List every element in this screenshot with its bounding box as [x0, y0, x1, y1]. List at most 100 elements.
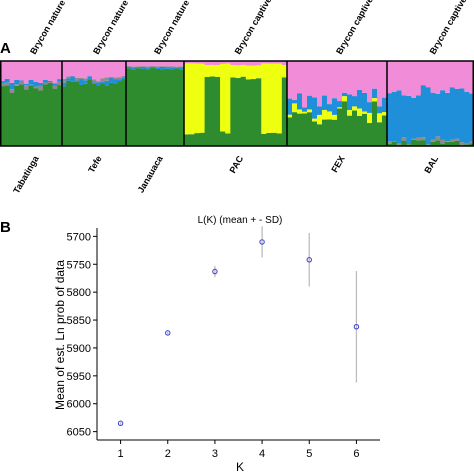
population-group — [62, 61, 127, 146]
admixture-bar-segment — [47, 81, 53, 83]
admixture-bar-segment — [70, 76, 76, 82]
population-group — [0, 61, 63, 146]
admixture-bar-segment — [108, 77, 114, 83]
admixture-bar-segment — [266, 132, 272, 146]
admixture-bar-segment — [174, 66, 180, 68]
admixture-bar-segment — [256, 78, 262, 146]
admixture-bar-segment — [179, 66, 185, 68]
admixture-bar-segment — [401, 95, 407, 138]
y-tick-label: 5900 — [67, 343, 91, 355]
admixture-bar-segment — [91, 83, 97, 146]
admixture-bar-segment — [281, 65, 288, 78]
admixture-bar-segment — [261, 63, 267, 134]
admixture-bar-segment — [155, 67, 161, 69]
admixture-bar-segment — [52, 83, 58, 86]
admixture-bar-segment — [297, 61, 303, 94]
admixture-bar-segment — [454, 140, 460, 146]
population-group — [287, 61, 388, 146]
admixture-bar-segment — [91, 61, 97, 80]
admixture-bar-segment — [47, 82, 53, 146]
y-tick-label: 6050 — [67, 427, 91, 439]
admixture-bar-segment — [420, 61, 427, 86]
admixture-bar-segment — [164, 67, 170, 69]
admixture-bar-segment — [104, 61, 110, 78]
admixture-bar-segment — [47, 80, 53, 82]
group-top-label: Brycon nature — [91, 0, 130, 56]
admixture-bar-segment — [332, 61, 338, 99]
admixture-bar-segment — [430, 92, 436, 140]
admixture-bar-segment — [240, 76, 247, 146]
admixture-bar-segment — [0, 86, 6, 146]
admixture-bar-segment — [204, 76, 211, 146]
admixture-bar-segment — [145, 69, 151, 146]
admixture-bar-segment — [362, 92, 368, 112]
admixture-bar-segment — [96, 85, 101, 146]
admixture-bar-segment — [14, 84, 20, 86]
admixture-bar-segment — [302, 113, 308, 146]
admixture-bar-segment — [121, 79, 127, 146]
admixture-bar-segment — [66, 76, 71, 79]
admixture-bar-segment — [367, 61, 373, 103]
admixture-bar-segment — [83, 78, 88, 81]
admixture-bar-segment — [382, 115, 388, 146]
admixture-bar-segment — [209, 64, 216, 77]
admixture-bar-segment — [454, 138, 460, 141]
admixture-bar-segment — [382, 112, 388, 116]
data-point — [165, 330, 171, 336]
data-point — [212, 268, 218, 275]
admixture-bar-segment — [449, 139, 456, 142]
admixture-bar-segment — [464, 143, 470, 145]
group-top-label: Brycon nature — [28, 0, 67, 56]
admixture-bar-segment — [38, 82, 44, 86]
admixture-bar-segment — [199, 132, 205, 146]
data-point — [306, 257, 312, 263]
admixture-bar-segment — [469, 93, 474, 142]
admixture-bar-segment — [130, 61, 137, 67]
admixture-bar-segment — [42, 84, 49, 146]
admixture-bar-segment — [449, 61, 456, 88]
admixture-bar-segment — [464, 91, 470, 144]
admixture-bar-segment — [347, 94, 353, 111]
admixture-bar-segment — [52, 88, 58, 146]
admixture-bar-segment — [396, 61, 402, 91]
admixture-bar-segment — [62, 61, 67, 79]
admixture-bar-segment — [337, 101, 343, 108]
admixture-bar-segment — [38, 85, 44, 91]
admixture-bar-segment — [454, 61, 460, 89]
admixture-bar-segment — [66, 78, 71, 81]
panel-label-b: B — [0, 219, 11, 236]
structure-plot-frame — [0, 60, 474, 147]
admixture-bar-segment — [0, 61, 6, 82]
admixture-bar-segment — [440, 139, 446, 144]
admixture-bar-segment — [28, 85, 34, 146]
admixture-bar-segment — [33, 81, 39, 87]
admixture-bar-segment — [245, 65, 252, 80]
admixture-bar-segment — [28, 79, 34, 85]
admixture-bar-segment — [189, 61, 195, 64]
admixture-bar-segment — [411, 138, 417, 140]
admixture-bar-segment — [411, 139, 417, 146]
chart-title: L(K) (mean + - SD) — [198, 215, 283, 226]
admixture-bar-segment — [372, 101, 378, 146]
admixture-bar-segment — [464, 61, 470, 92]
admixture-bar-segment — [140, 68, 146, 146]
admixture-bar-segment — [307, 109, 313, 113]
admixture-bar-segment — [214, 61, 221, 65]
admixture-bar-segment — [292, 61, 298, 101]
admixture-bar-segment — [312, 121, 318, 146]
admixture-bar-segment — [302, 107, 308, 112]
admixture-bar-segment — [307, 112, 313, 146]
admixture-bar-segment — [401, 140, 407, 146]
admixture-bar-segment — [135, 68, 141, 146]
admixture-bar-segment — [87, 61, 93, 77]
admixture-bar-segment — [312, 61, 318, 98]
admixture-bar-segment — [194, 63, 200, 134]
admixture-bar-segment — [250, 79, 257, 146]
admixture-bar-segment — [449, 87, 456, 140]
admixture-bar-segment — [113, 77, 118, 80]
admixture-bar-segment — [287, 98, 293, 115]
admixture-bar-segment — [327, 119, 333, 146]
admixture-bar-segment — [14, 85, 20, 146]
admixture-bar-segment — [357, 61, 363, 90]
admixture-bar-segment — [23, 85, 30, 90]
